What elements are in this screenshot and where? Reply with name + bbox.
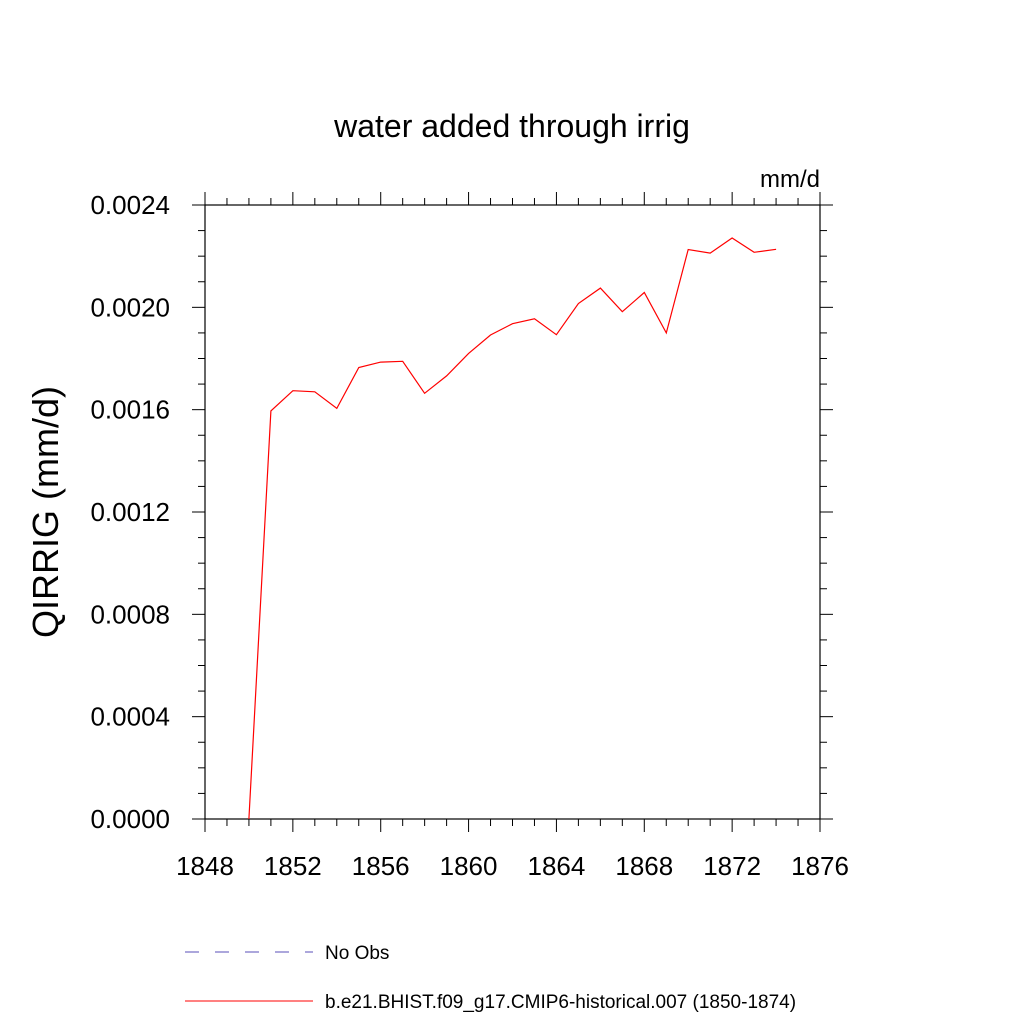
y-tick-label: 0.0020 (90, 292, 170, 322)
series-line (248, 237, 777, 820)
y-tick-label: 0.0012 (90, 497, 170, 527)
plot-frame (204, 204, 821, 820)
legend-label: No Obs (325, 943, 389, 964)
x-tick-label: 1872 (703, 851, 761, 881)
x-tick-label: 1848 (176, 851, 234, 881)
plot-series (248, 237, 777, 820)
y-tick-label: 0.0000 (90, 804, 170, 834)
legend-label: b.e21.BHIST.f09_g17.CMIP6-historical.007… (325, 992, 796, 1013)
x-tick-label: 1856 (352, 851, 410, 881)
y-tick-label: 0.0004 (90, 702, 170, 732)
units-label: mm/d (760, 166, 820, 193)
legend: No Obs b.e21.BHIST.f09_g17.CMIP6-historic… (185, 943, 796, 1013)
x-tick-label: 1860 (440, 851, 498, 881)
x-tick-label: 1864 (528, 851, 586, 881)
y-tick-label: 0.0008 (90, 599, 170, 629)
x-tick-label: 1868 (615, 851, 673, 881)
chart-title: water added through irrig (333, 108, 690, 144)
y-tick-label: 0.0016 (90, 395, 170, 425)
x-tick-label: 1852 (264, 851, 322, 881)
y-tick-label: 0.0024 (90, 190, 170, 220)
y-axis-label: QIRRIG (mm/d) (25, 386, 66, 638)
axes: 1848 1852 1856 1860 1864 1868 1872 1876 0.0000 0.… (90, 190, 848, 881)
x-tick-label: 1876 (791, 851, 849, 881)
